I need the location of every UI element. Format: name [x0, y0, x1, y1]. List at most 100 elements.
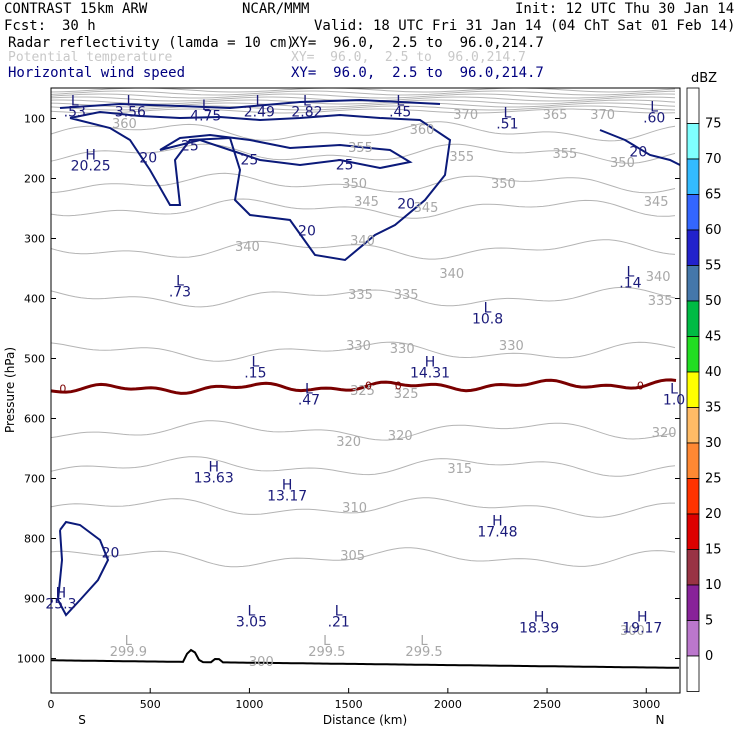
wind-extremum-value: .47: [298, 393, 320, 409]
theta-label: 340: [350, 234, 375, 249]
theta-label: 365: [543, 108, 568, 123]
y-tick-label: 600: [24, 413, 45, 426]
theta-label: 360: [112, 117, 137, 132]
theta-contour-305: [50, 547, 676, 568]
wind-extremum-kind: H: [85, 148, 96, 164]
colorbar-swatch: [686, 229, 700, 266]
theta-contour-upper: [50, 102, 676, 108]
field-wind-name: Horizontal wind speed: [8, 65, 186, 81]
theta-label: 320: [336, 435, 361, 450]
theta-label: 325: [394, 387, 419, 402]
colorbar-swatch: [686, 371, 700, 408]
theta-contour-360: [50, 121, 676, 142]
wind-contour-label: 25: [336, 157, 354, 173]
wind-extremum-kind: L: [396, 94, 404, 110]
colorbar-level: 55: [705, 259, 722, 274]
theta-label: 360: [410, 123, 435, 138]
theta-contour-345: [50, 198, 676, 219]
axes: 0 500 1000 1500 2000 2500 30001002003004005006…: [17, 113, 680, 711]
field-reflectivity-xy: XY= 96.0, 2.5 to 96.0,214.7: [291, 35, 544, 51]
theta-contour-350: [50, 172, 676, 194]
colorbar-swatch: [686, 265, 700, 302]
wind-extremum-value: 14.31: [410, 366, 450, 382]
colorbar-level: 35: [705, 401, 722, 416]
wind-extremum-kind: H: [534, 610, 545, 626]
theta-label: 340: [235, 240, 260, 255]
colorbar-swatch: [686, 655, 700, 692]
wind-extremum-value: 19.17: [622, 621, 662, 637]
theta-label: 315: [447, 462, 472, 477]
y-tick-label: 500: [24, 353, 45, 366]
x-tick-label: 3000: [632, 698, 660, 711]
wind-extremum-value: 13.63: [194, 471, 234, 487]
wind-extremum-value: 18.39: [519, 621, 559, 637]
wind-extremum-value: .60: [643, 111, 665, 127]
theta-contour-upper: [50, 105, 676, 111]
theta-label: 335: [394, 288, 419, 303]
x-tick-label: 2000: [434, 698, 462, 711]
colorbar-level: 75: [705, 117, 722, 132]
theta-extremum-value: 299.9: [110, 645, 147, 660]
theta-label: 370: [590, 108, 615, 123]
wind-extremum-kind: H: [637, 610, 648, 626]
x-tick-label: 0: [48, 698, 55, 711]
theta-label: 330: [390, 342, 415, 357]
north-end-label: N: [656, 713, 665, 727]
wind-extremum-value: 20.25: [71, 159, 111, 175]
colorbar-level: 50: [705, 294, 722, 309]
wind-contour-label: 20: [102, 546, 120, 562]
colorbar-level: 10: [705, 578, 722, 593]
wind-extremum-kind: L: [650, 100, 658, 116]
theta-label: 335: [348, 288, 373, 303]
colorbar-swatch: [686, 123, 700, 160]
x-tick-label: 1500: [335, 698, 363, 711]
theta-contour-355: [50, 143, 676, 164]
init-time: Init: 12 UTC Thu 30 Jan 14: [515, 1, 735, 17]
theta-extremum-value: 299.5: [308, 645, 345, 660]
theta-label: 355: [553, 147, 578, 162]
theta-label: 345: [644, 195, 669, 210]
forecast-label: Fcst:: [4, 18, 47, 34]
reflectivity-label: 0: [637, 380, 644, 393]
field-theta-name: Potential temperature: [8, 50, 173, 65]
field-reflectivity-name: Radar reflectivity (lamda = 10 cm): [8, 35, 295, 51]
x-tick-label: 1000: [235, 698, 263, 711]
reflectivity-contour-0: [50, 378, 677, 395]
theta-label: 320: [388, 429, 413, 444]
theta-contour-335: [50, 286, 676, 308]
y-tick-label: 900: [24, 593, 45, 606]
wind-contour-label: 20: [629, 145, 647, 161]
theta-extremum-kind: L: [323, 634, 331, 649]
field-wind-xy: XY= 96.0, 2.5 to 96.0,214.7: [291, 65, 544, 81]
theta-label: 345: [354, 195, 379, 210]
wind-contour-label: 20: [298, 223, 316, 239]
wind-extremum-value: 1.0: [663, 393, 685, 409]
theta-label: 345: [414, 201, 439, 216]
theta-contour-315: [50, 456, 676, 477]
colorbar-swatch: [686, 87, 700, 124]
contour-labels: 370 365 370 360 360 355 355 355 350 350 350 345 345 3…: [45, 94, 685, 671]
wind-contour-upper: [59, 98, 441, 110]
wind-contour-label: 20: [139, 151, 157, 167]
wind-extremum-kind: H: [492, 514, 503, 530]
y-tick-label: 200: [24, 173, 45, 186]
wind-extremum-kind: L: [202, 98, 210, 114]
theta-contour-upper: [50, 90, 676, 96]
x-axis-label: Distance (km): [323, 713, 407, 727]
forecast-hours: 30 h: [62, 18, 96, 34]
wind-extremum-value: 25.3: [45, 597, 76, 613]
theta-label: 335: [648, 294, 673, 309]
plot-frame: [50, 87, 681, 694]
theta-extremum-kind: L: [420, 634, 428, 649]
wind-extremum-value: .53: [64, 105, 86, 121]
center-label: NCAR/MMM: [242, 1, 310, 17]
theta-label: 300: [249, 655, 274, 670]
wind-extremum-kind: L: [176, 274, 184, 290]
theta-label: 300: [620, 624, 645, 639]
colorbar-swatch: [686, 549, 700, 586]
theta-label: 325: [350, 384, 375, 399]
wind-contour-label: 25: [241, 153, 259, 169]
wind-contour-20-low: [56, 520, 110, 617]
wind-contour-label: 25: [181, 139, 199, 155]
